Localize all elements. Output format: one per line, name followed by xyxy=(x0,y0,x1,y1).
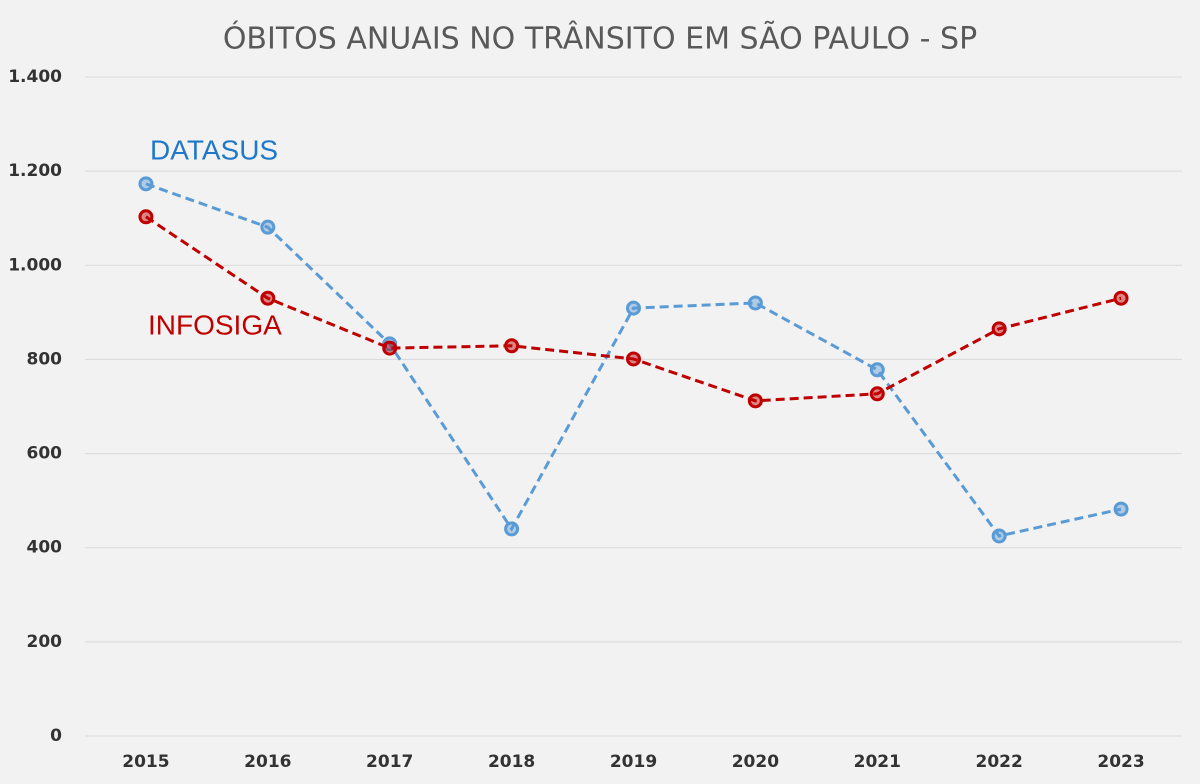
x-tick-label: 2018 xyxy=(488,752,535,772)
x-tick-label: 2016 xyxy=(244,752,291,772)
marker xyxy=(747,393,763,409)
y-tick-label: 1.200 xyxy=(8,161,62,181)
marker xyxy=(626,300,641,316)
y-tick-label: 600 xyxy=(27,444,63,464)
marker xyxy=(991,321,1007,337)
marker xyxy=(504,338,520,354)
marker xyxy=(991,528,1007,544)
marker xyxy=(504,521,520,537)
x-tick-label: 2022 xyxy=(976,752,1023,772)
marker xyxy=(869,386,885,402)
y-tick-label: 1.400 xyxy=(8,67,62,87)
marker xyxy=(138,209,154,225)
marker xyxy=(1113,501,1129,517)
x-tick-label: 2015 xyxy=(122,752,169,772)
y-tick-label: 1.000 xyxy=(8,255,62,275)
marker xyxy=(747,295,763,311)
y-tick-label: 800 xyxy=(27,349,63,369)
marker xyxy=(626,351,641,367)
x-tick-label: 2023 xyxy=(1097,752,1144,772)
x-tick-label: 2020 xyxy=(732,752,779,772)
series-label: DATASUS xyxy=(150,134,278,165)
y-tick-label: 200 xyxy=(27,632,63,652)
series-label: INFOSIGA xyxy=(148,309,282,340)
x-tick-label: 2017 xyxy=(366,752,413,772)
marker xyxy=(260,219,276,235)
marker xyxy=(1113,290,1129,306)
y-tick-label: 0 xyxy=(50,726,62,746)
x-tick-label: 2019 xyxy=(610,752,657,772)
chart-title: ÓBITOS ANUAIS NO TRÂNSITO EM SÃO PAULO -… xyxy=(223,20,977,57)
series-line xyxy=(145,182,1122,538)
x-tick-label: 2021 xyxy=(854,752,901,772)
series-line xyxy=(145,215,1122,403)
marker xyxy=(138,176,154,192)
y-tick-label: 400 xyxy=(27,538,63,558)
marker xyxy=(260,290,276,306)
marker xyxy=(869,362,885,378)
marker xyxy=(382,340,398,356)
